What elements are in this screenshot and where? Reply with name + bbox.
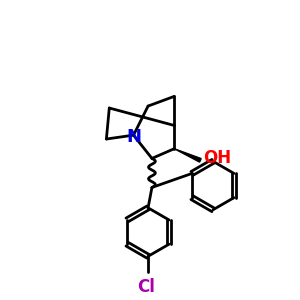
- Text: N: N: [126, 128, 141, 146]
- Polygon shape: [174, 149, 201, 162]
- Text: Cl: Cl: [137, 278, 155, 296]
- Text: OH: OH: [203, 149, 231, 167]
